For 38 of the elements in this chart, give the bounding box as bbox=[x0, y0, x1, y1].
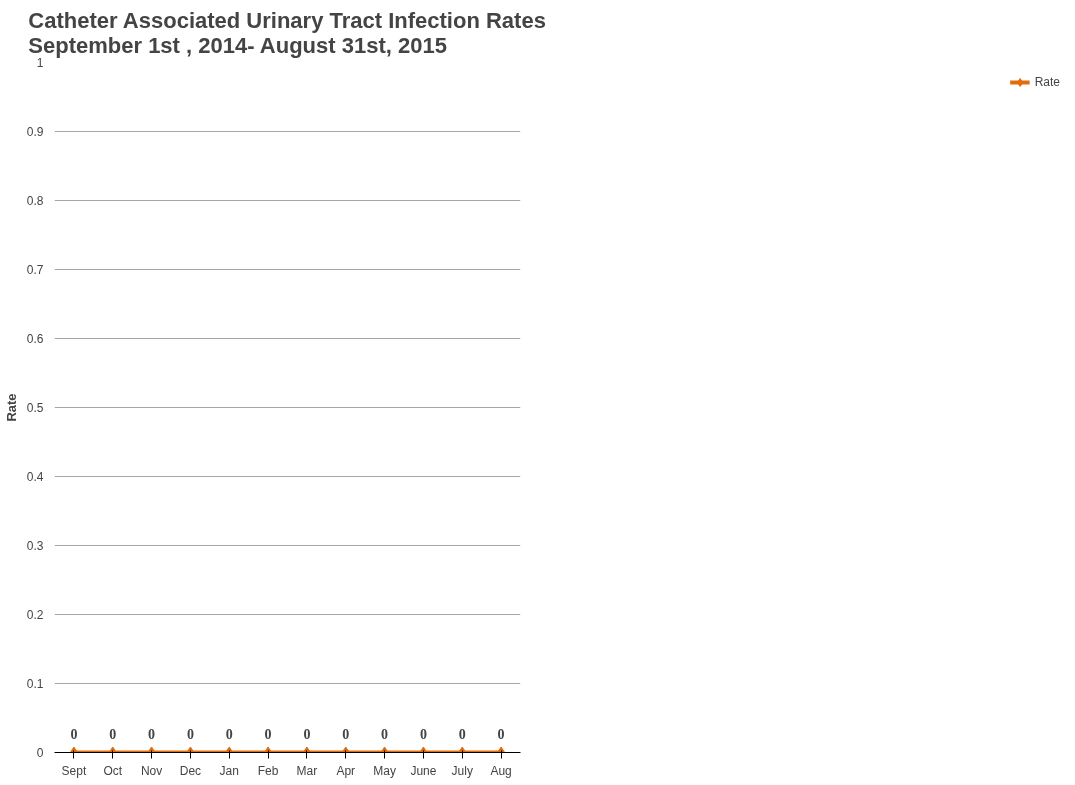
y-tick-label: 0.4 bbox=[26, 470, 44, 484]
x-tick-label: Mar bbox=[296, 763, 318, 778]
x-tick-label: Jan bbox=[219, 763, 239, 778]
data-label: 0 bbox=[70, 726, 78, 742]
y-tick-label: 0.2 bbox=[26, 608, 44, 622]
x-tick-label: Oct bbox=[103, 763, 123, 778]
data-label: 0 bbox=[497, 726, 505, 742]
y-axis-title: Rate bbox=[3, 393, 19, 422]
data-label: 0 bbox=[264, 726, 272, 742]
data-label: 0 bbox=[148, 726, 156, 742]
y-tick-label: 0.8 bbox=[26, 194, 44, 208]
x-tick-label: Aug bbox=[490, 763, 512, 778]
x-tick-label: Nov bbox=[140, 763, 163, 778]
data-label: 0 bbox=[419, 726, 427, 742]
y-tick-label: 0.5 bbox=[26, 401, 44, 415]
x-tick-label: June bbox=[410, 763, 437, 778]
y-tick-label: 0.9 bbox=[26, 125, 44, 139]
chart-title: Catheter Associated Urinary Tract Infection Rates September 1st , 2014- August 31st, 2015 bbox=[28, 7, 546, 58]
data-label: 0 bbox=[381, 726, 389, 742]
legend-label: Rate bbox=[1034, 75, 1060, 89]
data-label: 0 bbox=[458, 726, 466, 742]
y-tick-label: 1 bbox=[36, 56, 44, 70]
x-tick-label: July bbox=[451, 763, 473, 778]
x-tick-label: Dec bbox=[179, 763, 202, 778]
x-tick-label: May bbox=[373, 763, 396, 778]
x-tick-label: Apr bbox=[336, 763, 356, 778]
data-label: 0 bbox=[109, 726, 117, 742]
y-tick-label: 0.3 bbox=[26, 539, 44, 553]
y-tick-label: 0.7 bbox=[26, 263, 44, 277]
data-label: 0 bbox=[225, 726, 233, 742]
y-tick-label: 0.1 bbox=[26, 677, 44, 691]
data-label: 0 bbox=[303, 726, 311, 742]
x-tick-label: Feb bbox=[257, 763, 279, 778]
data-label: 0 bbox=[186, 726, 194, 742]
x-tick-label: Sept bbox=[61, 763, 87, 778]
y-tick-label: 0 bbox=[36, 746, 44, 760]
data-label: 0 bbox=[342, 726, 350, 742]
y-tick-label: 0.6 bbox=[26, 332, 44, 346]
